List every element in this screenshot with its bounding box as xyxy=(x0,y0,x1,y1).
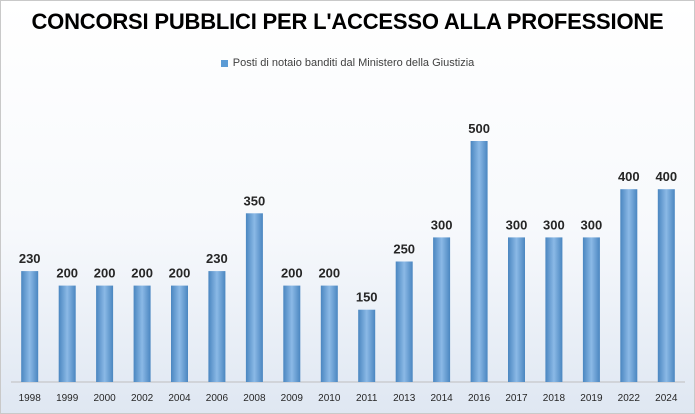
bar-2010 xyxy=(320,285,338,382)
x-tick-2011: 2011 xyxy=(356,393,378,404)
data-label-2016: 500 xyxy=(468,121,490,136)
data-label-2010: 200 xyxy=(318,266,340,281)
data-label-2008: 350 xyxy=(244,193,266,208)
chart-title: CONCORSI PUBBLICI PER L'ACCESSO ALLA PRO… xyxy=(31,9,664,34)
bar-2024 xyxy=(657,189,675,382)
bars-group: 230 1998 200 1999 200 2000 200 2002 200 2004 230 20… xyxy=(19,121,678,404)
bar-2000 xyxy=(96,285,114,382)
bar-2019 xyxy=(582,237,600,382)
data-label-2019: 300 xyxy=(581,217,603,232)
x-tick-2019: 2019 xyxy=(580,393,603,404)
data-label-2018: 300 xyxy=(543,217,565,232)
x-tick-2013: 2013 xyxy=(393,393,416,404)
data-label-2013: 250 xyxy=(393,242,415,257)
chart-legend: Posti di notaio banditi dal Ministero de… xyxy=(1,57,694,69)
x-tick-2002: 2002 xyxy=(131,393,154,404)
bar-2022 xyxy=(620,189,638,382)
x-tick-2022: 2022 xyxy=(618,393,641,404)
x-tick-2008: 2008 xyxy=(243,393,266,404)
x-tick-2010: 2010 xyxy=(318,393,341,404)
bar-1999 xyxy=(58,285,76,382)
x-tick-2017: 2017 xyxy=(505,393,528,404)
bar-2017 xyxy=(508,237,525,382)
bar-2002 xyxy=(133,285,151,382)
x-tick-2018: 2018 xyxy=(543,393,566,404)
bar-2004 xyxy=(171,285,188,382)
x-tick-2000: 2000 xyxy=(93,393,116,404)
data-label-2014: 300 xyxy=(431,217,453,232)
data-label-2011: 150 xyxy=(356,290,378,305)
x-tick-1998: 1998 xyxy=(19,393,42,404)
data-label-2022: 400 xyxy=(618,169,640,184)
x-tick-1999: 1999 xyxy=(56,393,79,404)
bar-2016 xyxy=(470,141,488,382)
bar-2013 xyxy=(395,261,413,382)
legend-label: Posti di notaio banditi dal Ministero de… xyxy=(232,57,475,69)
x-tick-2016: 2016 xyxy=(468,393,491,404)
data-label-2004: 200 xyxy=(169,266,191,281)
bar-2008 xyxy=(245,213,263,382)
x-tick-2004: 2004 xyxy=(168,393,191,404)
bar-2018 xyxy=(545,237,563,382)
bar-1998 xyxy=(21,271,39,382)
data-label-1999: 200 xyxy=(56,266,78,281)
data-label-2024: 400 xyxy=(655,169,677,184)
bar-2009 xyxy=(283,285,301,382)
data-label-2006: 230 xyxy=(206,251,228,266)
x-tick-2014: 2014 xyxy=(430,393,453,404)
bar-2011 xyxy=(358,309,376,382)
bar-2006 xyxy=(208,271,226,382)
data-label-1998: 230 xyxy=(19,251,41,266)
data-label-2002: 200 xyxy=(131,266,153,281)
x-tick-2009: 2009 xyxy=(281,393,304,404)
data-label-2017: 300 xyxy=(506,217,528,232)
data-label-2009: 200 xyxy=(281,266,303,281)
legend-swatch xyxy=(220,59,228,67)
bar-2014 xyxy=(433,237,451,382)
x-tick-2006: 2006 xyxy=(206,393,229,404)
data-label-2000: 200 xyxy=(94,266,116,281)
x-tick-2024: 2024 xyxy=(655,393,678,404)
